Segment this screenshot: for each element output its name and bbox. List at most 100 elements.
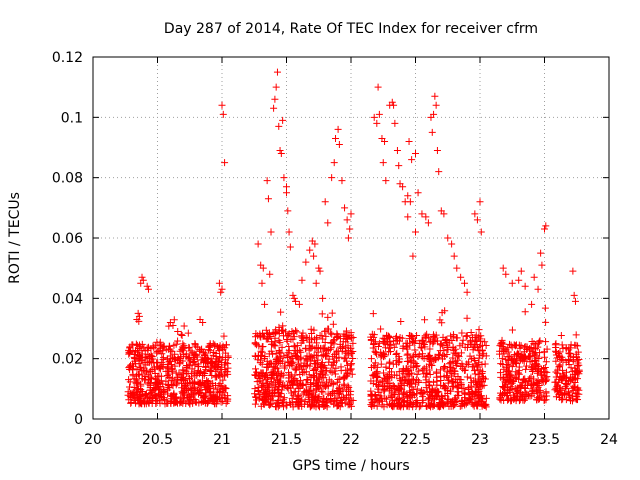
data-point [273, 370, 281, 378]
data-point [313, 339, 321, 347]
data-point [163, 371, 171, 379]
data-point [343, 331, 351, 339]
data-point [416, 388, 424, 396]
data-point [291, 351, 299, 359]
data-point [497, 340, 505, 348]
data-point [159, 347, 167, 355]
data-point [332, 364, 340, 372]
data-point [521, 308, 529, 316]
data-point [471, 334, 479, 342]
data-point [292, 366, 300, 374]
data-point [136, 351, 144, 359]
y-tick-label: 0.04 [52, 291, 83, 307]
data-point [334, 389, 342, 397]
data-point [371, 359, 379, 367]
data-point [388, 401, 396, 409]
data-point [510, 377, 518, 385]
data-point [297, 339, 305, 347]
data-point [277, 308, 285, 316]
data-point [130, 384, 138, 392]
data-point [403, 345, 411, 353]
data-point [459, 336, 467, 344]
data-point [125, 376, 133, 384]
data-point [528, 300, 536, 308]
data-point [450, 347, 458, 355]
data-point [534, 285, 542, 293]
data-point [287, 389, 295, 397]
data-point [302, 258, 310, 266]
data-point [283, 337, 291, 345]
data-point [263, 357, 271, 365]
data-point [192, 398, 200, 406]
data-point [330, 336, 338, 344]
data-point [206, 340, 214, 348]
data-point [266, 270, 274, 278]
data-point [319, 294, 327, 302]
data-point [504, 361, 512, 369]
data-point [418, 344, 426, 352]
data-point [251, 385, 259, 393]
data-point [254, 240, 262, 248]
data-point [299, 329, 307, 337]
data-point [302, 362, 310, 370]
data-point [138, 273, 146, 281]
data-point [133, 379, 141, 387]
data-point [154, 384, 162, 392]
data-point [575, 370, 583, 378]
data-point [475, 326, 483, 334]
data-point [498, 355, 506, 363]
data-point [292, 327, 300, 335]
data-point [206, 367, 214, 375]
data-point [258, 279, 266, 287]
data-point [179, 346, 187, 354]
data-point [450, 252, 458, 260]
data-point [553, 369, 561, 377]
data-point [437, 341, 445, 349]
data-point [473, 216, 481, 224]
data-point [541, 304, 549, 312]
data-point [288, 399, 296, 407]
data-point [317, 387, 325, 395]
data-point [427, 389, 435, 397]
data-point [173, 379, 181, 387]
data-point [316, 267, 324, 275]
data-point [383, 334, 391, 342]
data-point [298, 333, 306, 341]
data-point [457, 379, 465, 387]
data-point [191, 340, 199, 348]
data-point [180, 395, 188, 403]
data-point [297, 361, 305, 369]
data-point [374, 373, 382, 381]
data-point [320, 374, 328, 382]
data-point [566, 349, 574, 357]
data-point [347, 361, 355, 369]
data-point [404, 192, 412, 200]
data-point [527, 373, 535, 381]
data-point [307, 357, 315, 365]
data-point [265, 383, 273, 391]
data-point [208, 372, 216, 380]
data-point [324, 219, 332, 227]
data-point [405, 137, 413, 145]
data-point [432, 101, 440, 109]
data-point [389, 381, 397, 389]
data-point [200, 393, 208, 401]
data-point [463, 314, 471, 322]
data-point [475, 378, 483, 386]
data-point [421, 343, 429, 351]
data-point [127, 390, 135, 398]
data-point [341, 354, 349, 362]
data-point [343, 350, 351, 358]
data-point [502, 356, 510, 364]
data-point [309, 367, 317, 375]
data-point [415, 377, 423, 385]
data-point [377, 348, 385, 356]
data-point [314, 352, 322, 360]
data-point [476, 335, 484, 343]
data-point [502, 270, 510, 278]
data-point [387, 393, 395, 401]
data-point [422, 333, 430, 341]
data-point [219, 342, 227, 350]
data-point [195, 387, 203, 395]
